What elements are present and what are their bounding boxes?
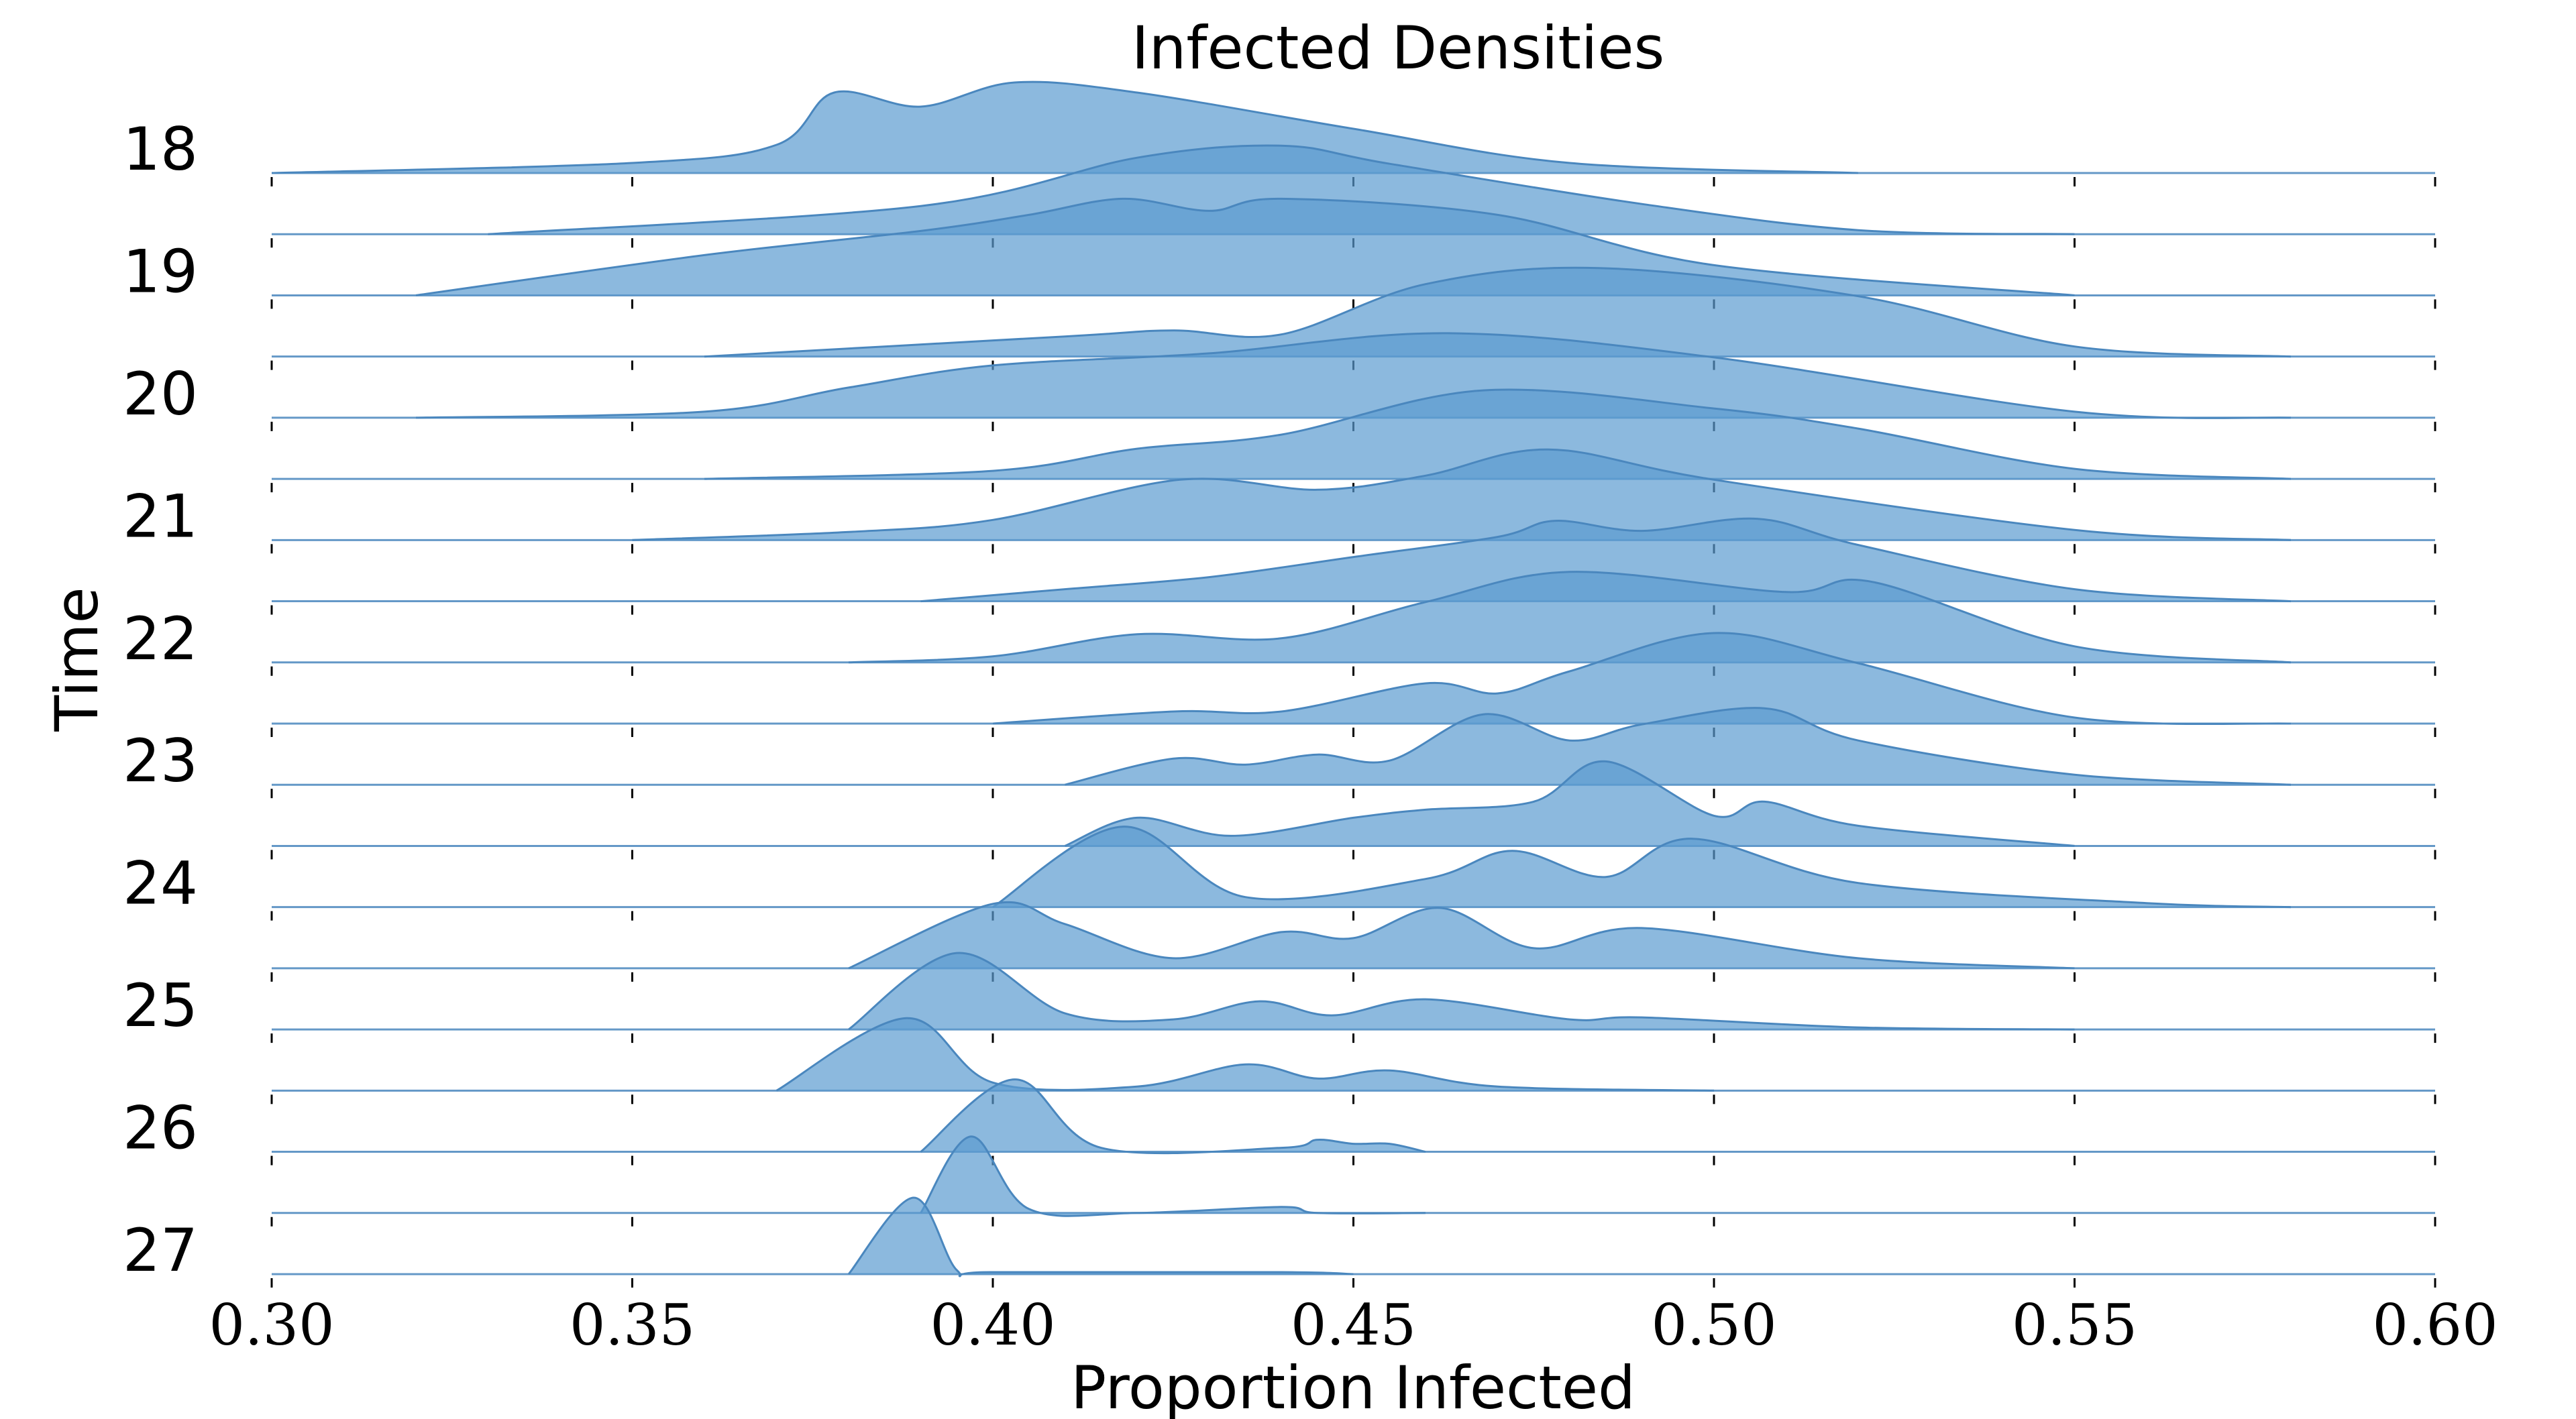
ridge-fill [849,952,2075,1030]
y-tick-label: 26 [123,1094,198,1163]
ridge-22 [270,571,2436,676]
ridge-21 [270,448,2436,554]
ridge-outline [920,517,2292,603]
ridge-fill [1065,707,2291,785]
y-tick-label: 25 [123,971,198,1040]
ridge-outline [920,1135,1426,1217]
ridge-outline [415,197,2075,296]
ridge-fill [849,902,2075,968]
y-tick-label: 18 [123,115,198,184]
y-axis-label: Time [42,587,111,732]
ridge-26 [270,1078,2436,1166]
x-tick-label: 0.40 [930,1292,1055,1358]
ridge-outline [488,144,2075,235]
ridge-24.5 [270,901,2436,982]
x-tick-label: 0.30 [209,1292,334,1358]
ridges-group [270,80,2436,1288]
x-axis-label: Proportion Infected [1071,1353,1635,1419]
ridge-21.5 [270,517,2436,615]
y-tick-label: 20 [123,359,198,429]
ridge-23 [270,707,2436,799]
x-tick-label: 0.45 [1291,1292,1416,1358]
ridge-outline [1065,707,2292,786]
ridge-fill [488,145,2075,235]
ridge-outline [632,448,2292,541]
ridge-outline [848,952,2075,1031]
ridge-fill [849,571,2291,663]
ridge-24 [270,826,2436,921]
ridge-fill [993,632,2291,724]
x-tick-label: 0.60 [2372,1292,2498,1358]
ridge-outline [847,1196,1354,1278]
y-ticks-group: 18 19 20 21 22 23 24 25 26 27 [123,115,198,1285]
ridge-22.5 [270,632,2436,737]
ridge-outline [704,388,2292,480]
ridge-outline [992,632,2292,726]
ridge-19 [270,197,2436,309]
x-tick-label: 0.55 [2012,1292,2137,1358]
ridge-fill [704,389,2291,479]
x-tick-label: 0.35 [570,1292,695,1358]
chart-title: Infected Densities [1132,13,1665,82]
y-tick-label: 22 [123,604,198,673]
ridge-fill [632,449,2291,541]
ridge-23.5 [270,760,2436,860]
ridge-fill [416,198,2075,296]
ridge-25 [270,952,2436,1043]
ridge-fill [993,826,2291,907]
ridge-fill [416,333,2291,418]
y-tick-label: 21 [123,481,198,551]
ridge-20.5 [270,388,2436,493]
ridge-26.5 [270,1135,2436,1227]
ridge-27 [270,1196,2436,1288]
ridge-outline [775,1017,1715,1092]
y-tick-label: 27 [123,1216,198,1285]
ridge-outline [1064,760,2075,847]
ridge-fill [849,1197,1354,1276]
ridge-outline [415,332,2292,419]
y-tick-label: 19 [123,237,198,306]
ridge-25.5 [270,1017,2436,1104]
y-tick-label: 24 [123,849,198,918]
y-tick-label: 23 [123,726,198,795]
x-ticks-group: 0.30 0.35 0.40 0.45 0.50 0.55 0.60 [209,1292,2498,1358]
x-tick-label: 0.50 [1651,1292,1776,1358]
ridge-fill [920,1136,1426,1216]
ridge-outline [704,266,2292,358]
ridge-fill [776,1018,1714,1091]
ridge-outline [848,901,2075,970]
ridge-outline [271,80,1859,174]
ridge-outline [848,571,2292,664]
ridge-fill [920,1079,1426,1153]
ridge-outline [992,826,2292,909]
ridge-fill [272,82,1858,173]
ridge-fill [920,518,2291,602]
ridge-outline [920,1078,1426,1155]
